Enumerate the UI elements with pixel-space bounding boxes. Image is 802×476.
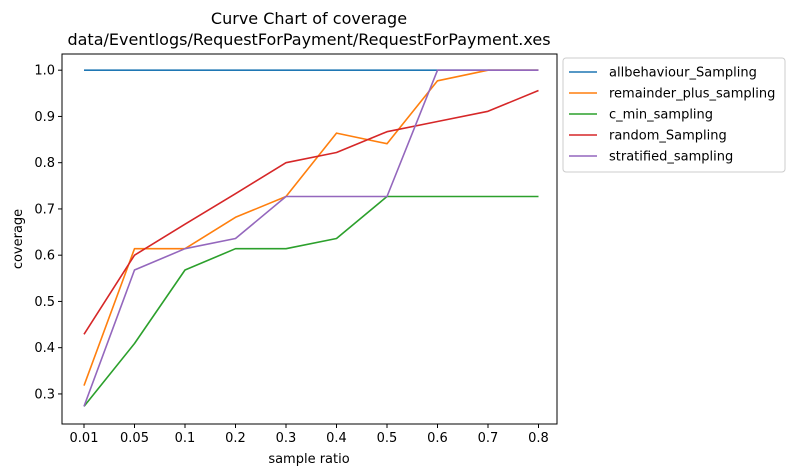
y-tick-label: 0.4 (34, 341, 55, 356)
series-line-stratified_sampling (83, 69, 539, 407)
y-tick-label: 0.8 (34, 156, 55, 171)
x-tick-label: 0.05 (120, 431, 149, 446)
series-layer (83, 69, 539, 407)
legend-label: allbehaviour_Sampling (609, 66, 757, 81)
y-tick-label: 0.5 (34, 295, 55, 310)
x-axis-label: sample ratio (268, 452, 349, 467)
series-line-remainder_plus_sampling (83, 69, 539, 386)
y-tick-label: 0.3 (34, 387, 55, 402)
x-tick-label: 0.3 (276, 431, 297, 446)
x-tick-label: 0.7 (478, 431, 499, 446)
y-tick-label: 0.6 (34, 249, 55, 264)
x-tick-label: 0.8 (528, 431, 549, 446)
y-axis: 0.3 0.4 0.5 0.6 0.7 0.8 0.9 1.0 (34, 64, 62, 402)
series-line-c_min_sampling (83, 195, 539, 407)
legend-label: c_min_sampling (609, 108, 713, 123)
y-tick-label: 0.9 (34, 110, 55, 125)
x-tick-label: 0.01 (70, 431, 99, 446)
legend: allbehaviour_Sampling remainder_plus_samp… (562, 57, 786, 173)
legend-box (562, 57, 786, 173)
y-tick-label: 1.0 (34, 64, 55, 79)
x-tick-label: 0.1 (175, 431, 196, 446)
x-tick-label: 0.5 (377, 431, 398, 446)
x-tick-label: 0.4 (326, 431, 347, 446)
plot-frame (61, 53, 558, 425)
series-line-random_Sampling (83, 89, 539, 335)
legend-label: random_Sampling (609, 129, 727, 144)
x-axis: 0.01 0.05 0.1 0.2 0.3 0.4 0.5 0.6 0.7 0.8 (70, 424, 549, 446)
y-tick-label: 0.7 (34, 202, 55, 217)
x-tick-label: 0.6 (427, 431, 448, 446)
legend-label: stratified_sampling (609, 150, 733, 165)
y-axis-label: coverage (11, 209, 26, 269)
legend-items: allbehaviour_Sampling remainder_plus_samp… (569, 66, 775, 165)
legend-label: remainder_plus_sampling (609, 87, 775, 102)
x-tick-label: 0.2 (225, 431, 246, 446)
chart-title: Curve Chart of coverage (211, 9, 407, 28)
chart-subtitle: data/Eventlogs/RequestForPayment/Request… (67, 30, 550, 49)
